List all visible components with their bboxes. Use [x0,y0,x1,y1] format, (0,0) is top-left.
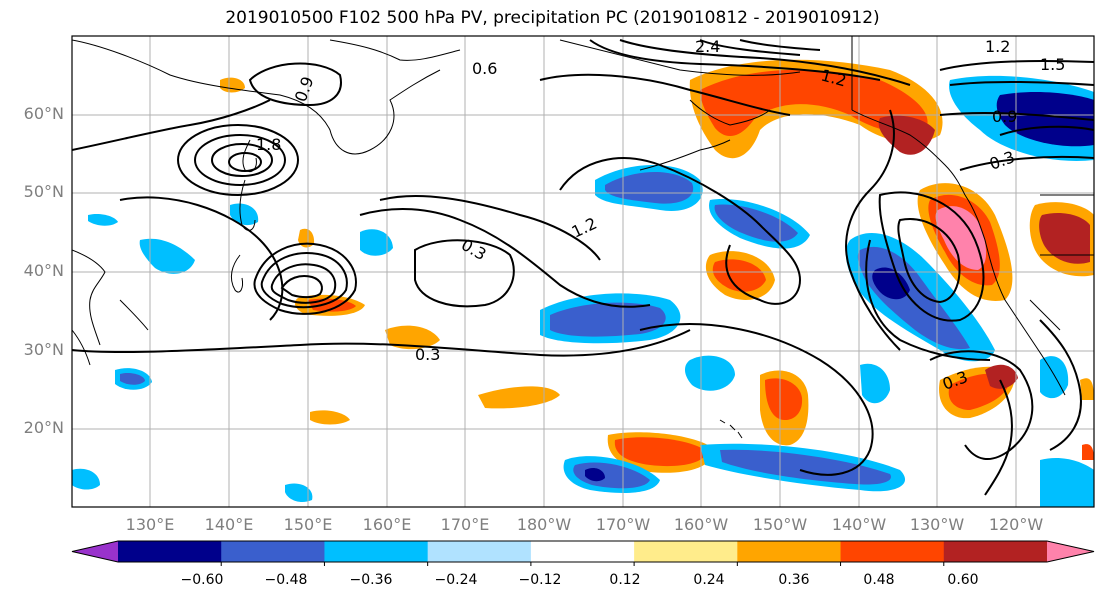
colorbar-segment [221,541,325,562]
colorbar-segment [530,541,635,562]
colorbar-extend-low [72,541,118,562]
lon-label-180w: 180°W [516,515,572,534]
contour-label-0.3b: 0.3 [415,345,440,364]
contour-label-1.8: 1.8 [256,135,281,154]
colorbar-tick-label: 0.48 [863,572,895,588]
map-title: 2019010500 F102 500 hPa PV, precipitatio… [225,8,880,28]
colorbar-segment [840,541,945,562]
coastlines [72,36,1094,439]
colorbar-tick-label: 0.24 [693,572,725,588]
colorbar-tick-label: 0.60 [947,572,979,588]
colorbar-tick-label: 0.36 [778,572,810,588]
colorbar-segment [943,541,1048,562]
lat-label-30n: 30°N [23,340,64,359]
lon-label-160w: 160°W [673,515,729,534]
colorbar-tick-label: −0.12 [518,572,562,588]
lon-label-130w: 130°W [909,515,965,534]
pv-contours [72,39,1094,496]
contour-label-2.4: 2.4 [695,37,720,56]
colorbar-segment [118,541,222,562]
colorbar-segments [71,540,1095,566]
colorbar-segment [737,541,842,562]
map-plot-area: 0.6 0.9 0.9 1.2 1.2 1.2 1.5 1.8 2.4 0.3 … [72,36,1094,507]
contour-label-1.2b: 1.2 [985,37,1010,56]
lon-label-140e: 140°E [204,515,254,534]
precip-shading [72,59,1094,507]
lon-label-130e: 130°E [125,515,175,534]
colorbar-tick-label: −0.36 [349,572,393,588]
colorbar-outline [71,540,1095,563]
lon-label-150e: 150°E [283,515,333,534]
map-gridlines [72,36,1094,507]
colorbar-tick-label: −0.60 [180,572,224,588]
lon-label-140w: 140°W [831,515,887,534]
lon-label-170w: 170°W [595,515,651,534]
lon-label-160e: 160°E [362,515,412,534]
colorbar-tick-label: 0.12 [609,572,641,588]
contour-label-0.9b: 0.9 [992,107,1017,126]
lat-label-40n: 40°N [23,261,64,280]
map-frame [71,35,1095,508]
colorbar-extend-high [1047,541,1094,562]
contour-label-0.6: 0.6 [472,59,497,78]
colorbar-tick-label: −0.48 [264,572,308,588]
contour-label-1.5: 1.5 [1040,55,1065,74]
lat-label-60n: 60°N [23,104,64,123]
lat-label-50n: 50°N [23,182,64,201]
colorbar-segment [427,541,532,562]
lon-label-150w: 150°W [752,515,808,534]
colorbar-tick-label: −0.24 [434,572,478,588]
colorbar-segment [634,541,738,562]
lat-label-20n: 20°N [23,418,64,437]
colorbar-segment [324,541,429,562]
lon-label-170e: 170°E [440,515,490,534]
lon-label-120w: 120°W [988,515,1044,534]
